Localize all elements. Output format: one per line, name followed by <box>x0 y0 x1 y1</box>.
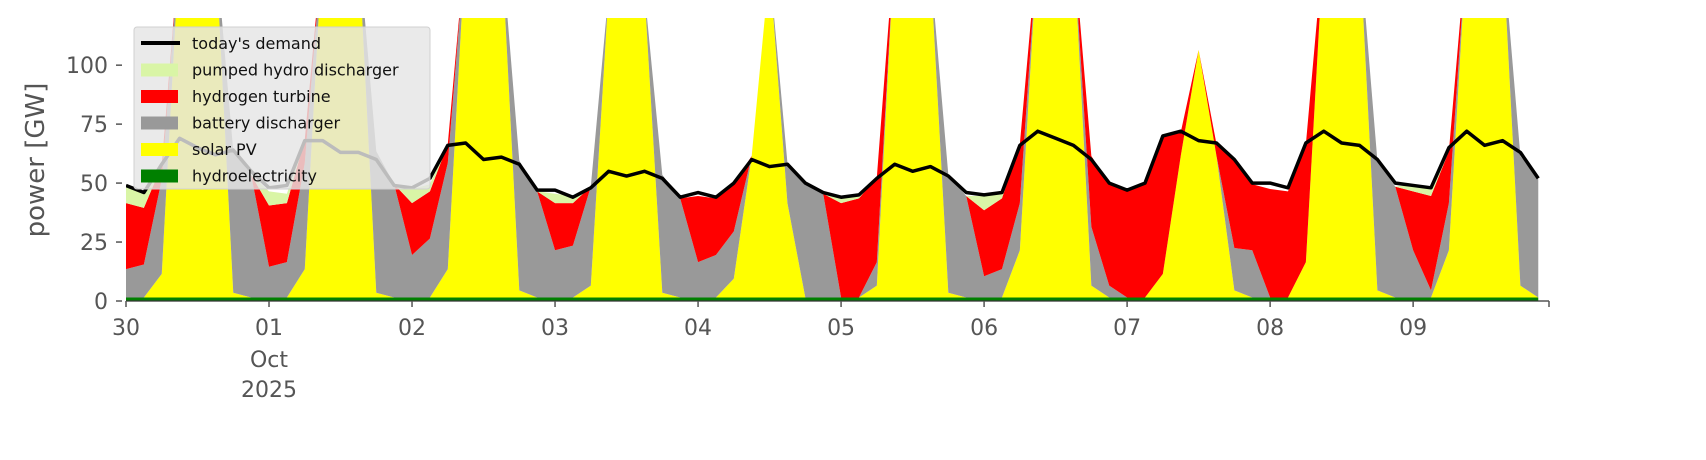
x-month-label: Oct <box>250 348 288 373</box>
y-tick-label: 50 <box>80 172 108 197</box>
x-tick-label: 04 <box>684 316 712 341</box>
x-tick-label: 01 <box>255 316 283 341</box>
legend-swatch <box>141 169 178 183</box>
x-tick-label: 30 <box>112 316 140 341</box>
y-tick-label: 0 <box>94 290 108 315</box>
legend-swatch <box>141 143 178 156</box>
y-axis-label: power [GW] <box>21 83 51 238</box>
y-axis: 0 25 50 75 100 <box>66 54 122 315</box>
legend-box <box>133 26 431 190</box>
x-tick-label: 07 <box>1113 316 1141 341</box>
legend-swatch <box>141 63 178 77</box>
legend-label: solar PV <box>192 140 257 159</box>
y-tick-label: 100 <box>66 54 108 79</box>
x-tick-label: 08 <box>1256 316 1284 341</box>
x-tick-label: 02 <box>398 316 426 341</box>
stacked-areas <box>126 18 1539 301</box>
x-tick-label: 03 <box>541 316 569 341</box>
legend-label: hydrogen turbine <box>192 87 331 106</box>
area-hydroelectricity <box>126 297 1539 301</box>
legend: today's demand pumped hydro discharger hyd… <box>133 26 431 190</box>
area-hydrogen-turbine <box>126 18 1539 298</box>
legend-swatch <box>141 116 178 130</box>
legend-label: hydroelectricity <box>192 167 317 186</box>
legend-label: pumped hydro discharger <box>192 61 399 80</box>
area-pumped-hydro-discharger <box>126 18 1539 211</box>
legend-label: today's demand <box>192 34 321 53</box>
area-solar-pv <box>126 18 1539 298</box>
legend-swatch <box>141 90 178 103</box>
legend-label: battery discharger <box>192 114 340 133</box>
x-tick-label: 06 <box>970 316 998 341</box>
x-tick-label: 05 <box>827 316 855 341</box>
y-tick-label: 25 <box>80 231 108 256</box>
x-year-label: 2025 <box>241 378 297 403</box>
x-tick-label: 09 <box>1399 316 1427 341</box>
x-axis: 30 01 02 03 04 05 06 07 08 09 Oct 2025 <box>112 301 1550 403</box>
area-battery-discharger <box>126 18 1539 298</box>
y-tick-label: 75 <box>80 113 108 138</box>
